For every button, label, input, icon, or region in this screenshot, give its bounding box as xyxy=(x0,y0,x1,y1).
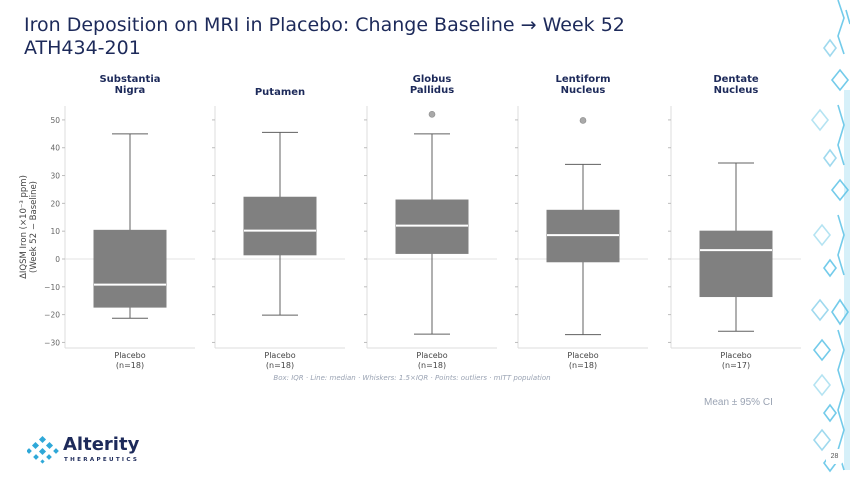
y-tick-label: −30 xyxy=(44,338,60,347)
iqr-box xyxy=(395,199,469,254)
x-n-label: (n=17) xyxy=(722,361,750,370)
x-n-label: (n=18) xyxy=(116,361,144,370)
page-number: 28 xyxy=(826,449,843,464)
logo-name: Alterity xyxy=(63,434,140,455)
mean-ci-note: Mean ± 95% CI xyxy=(704,397,773,408)
y-tick-label: 0 xyxy=(55,255,60,264)
slide-title: Iron Deposition on MRI in Placebo: Chang… xyxy=(24,14,784,60)
x-category-label: Placebo xyxy=(264,351,295,360)
y-tick-label: 20 xyxy=(50,199,60,208)
logo-tagline: THERAPEUTICS xyxy=(64,457,140,463)
panel-title-5-line-2: Nucleus xyxy=(714,85,759,96)
decorative-hexagon-pattern xyxy=(810,0,850,473)
y-tick-label: −20 xyxy=(44,311,60,320)
panel-title-2-line-1: Putamen xyxy=(255,87,305,98)
x-category-label: Placebo xyxy=(416,351,447,360)
box-plot-chart: ΔIQSM Iron (×10⁻³ ppm) (Week 52 − Baselin… xyxy=(19,74,801,382)
panel-title-3-line-1: Globus xyxy=(413,74,452,85)
x-n-label: (n=18) xyxy=(418,361,446,370)
panel-title-3-line-2: Pallidus xyxy=(410,85,454,96)
y-tick-label: 30 xyxy=(50,172,60,181)
iqr-box xyxy=(93,229,167,308)
y-tick-label: 10 xyxy=(50,227,60,236)
iqr-box xyxy=(243,196,317,256)
x-n-label: (n=18) xyxy=(266,361,294,370)
panel-title-5-line-1: Dentate xyxy=(713,74,759,85)
chart-footnote: Box: IQR · Line: median · Whiskers: 1.5×… xyxy=(273,374,550,382)
panel-title-1-line-1: Substantia xyxy=(99,74,160,85)
y-tick-label: 40 xyxy=(50,144,60,153)
x-category-label: Placebo xyxy=(114,351,145,360)
alterity-logo: Alterity THERAPEUTICS xyxy=(27,434,157,467)
panel-title-4-line-2: Nucleus xyxy=(561,85,606,96)
outlier-point xyxy=(428,111,436,118)
x-category-label: Placebo xyxy=(720,351,751,360)
x-n-label: (n=18) xyxy=(569,361,597,370)
outlier-point xyxy=(579,117,587,124)
logo-mark-icon xyxy=(27,435,59,464)
y-tick-label: −10 xyxy=(44,283,60,292)
x-category-label: Placebo xyxy=(567,351,598,360)
y-tick-label: 50 xyxy=(50,116,60,125)
slide-title-line-2: ATH434-201 xyxy=(24,37,141,59)
y-axis-label-line-1: ΔIQSM Iron (×10⁻³ ppm) xyxy=(19,175,29,279)
slide-title-line-1: Iron Deposition on MRI in Placebo: Chang… xyxy=(24,14,625,36)
panel-title-1-line-2: Nigra xyxy=(115,85,146,96)
iqr-box xyxy=(699,230,773,298)
panel-title-4-line-1: Lentiform xyxy=(555,74,610,85)
y-axis-label-line-2: (Week 52 − Baseline) xyxy=(29,181,39,273)
